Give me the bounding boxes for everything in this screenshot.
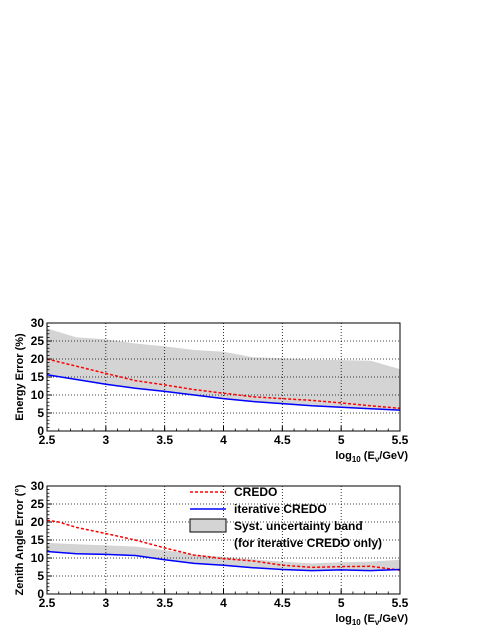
energy-series-iterative-credo (46, 374, 401, 411)
legend-label-credo: CREDO (234, 485, 277, 499)
zenith-syst-uncertainty-band (47, 542, 400, 571)
zenith-y-tick-label-0: 0 (37, 587, 44, 601)
zenith-x-axis-label: log10 (Eν/GeV) (335, 613, 408, 627)
energy-x-tick-label-0: 2.5 (39, 433, 56, 447)
zenith-y-tick-label-6: 30 (31, 479, 45, 493)
zenith-x-tick-label-4: 4.5 (274, 596, 291, 610)
energy-y-tick-label-2: 10 (31, 388, 45, 402)
energy-y-tick-label-4: 20 (31, 352, 45, 366)
energy-x-tick-label-6: 5.5 (392, 433, 409, 447)
energy-x-tick-label-2: 3.5 (156, 433, 173, 447)
zenith-y-tick-label-5: 25 (31, 497, 45, 511)
legend: CREDO iterative CREDO Syst. uncertainty … (189, 485, 382, 550)
legend-label-syst-band-note: (for iterative CREDO only) (234, 536, 382, 550)
energy-y-tick-label-0: 0 (37, 424, 44, 438)
energy-x-tick-label-1: 3 (102, 433, 109, 447)
energy-syst-uncertainty-band (47, 328, 400, 411)
zenith-y-tick-label-3: 15 (31, 533, 45, 547)
x-label-mid: (E (361, 450, 375, 462)
zenith-angle-error-panel: 2.5 3 3.5 4 4.5 5 5.5 0 5 10 15 20 25 30 Zenith Angle… (14, 479, 409, 627)
zenith-x-tick-label-3: 4 (220, 596, 227, 610)
x-label-sub-10: 10 (352, 618, 361, 627)
zenith-x-tick-label-1: 3 (102, 596, 109, 610)
zenith-y-tick-label-2: 10 (31, 551, 45, 565)
energy-y-tick-label-3: 15 (31, 370, 45, 384)
zenith-y-axis-label: Zenith Angle Error (°) (14, 484, 26, 595)
energy-x-tick-label-5: 5 (338, 433, 345, 447)
zenith-x-tick-label-5: 5 (338, 596, 345, 610)
zenith-x-tick-label-6: 5.5 (392, 596, 409, 610)
legend-label-iterative-credo: iterative CREDO (234, 502, 327, 516)
energy-y-tick-label-1: 5 (37, 406, 44, 420)
energy-y-tick-label-6: 30 (31, 316, 45, 330)
x-label-end: /GeV) (379, 450, 408, 462)
x-label-mid: (E (361, 613, 375, 625)
energy-x-tick-label-4: 4.5 (274, 433, 291, 447)
x-label-sub-10: 10 (352, 455, 361, 464)
zenith-y-tick-label-4: 20 (31, 515, 45, 529)
energy-y-tick-label-5: 25 (31, 334, 45, 348)
zenith-series-credo (46, 519, 401, 571)
zenith-series-iterative-credo (46, 550, 401, 572)
x-label-end: /GeV) (379, 613, 408, 625)
x-label-sub-nu: ν (375, 455, 380, 464)
energy-y-axis-label: Energy Error (%) (14, 333, 26, 421)
zenith-y-tick-label-1: 5 (37, 569, 44, 583)
energy-error-panel: 2.5 3 3.5 4 4.5 5 5.5 0 5 10 15 20 25 30 Energy Error… (14, 316, 409, 464)
energy-x-axis-label: log10 (Eν/GeV) (335, 450, 408, 464)
zenith-x-tick-label-2: 3.5 (156, 596, 173, 610)
x-label-sub-nu: ν (375, 618, 380, 627)
x-label-log: log (335, 450, 352, 462)
energy-x-tick-label-3: 4 (220, 433, 227, 447)
zenith-x-tick-label-0: 2.5 (39, 596, 56, 610)
legend-swatch-syst-band (189, 518, 227, 533)
x-label-log: log (335, 613, 352, 625)
legend-label-syst-band: Syst. uncertainty band (234, 519, 363, 533)
energy-series-credo (46, 358, 401, 410)
